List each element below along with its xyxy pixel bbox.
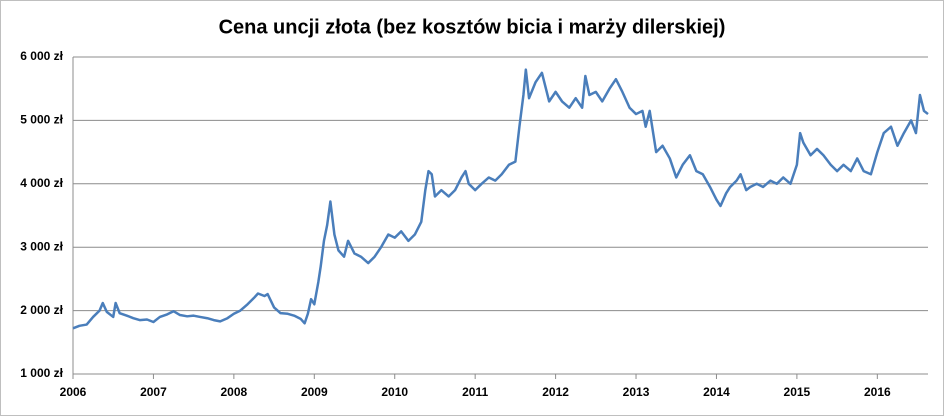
y-tick-label: 2 000 zł — [20, 303, 63, 317]
y-tick-label: 5 000 zł — [20, 113, 63, 127]
x-tick-label: 2008 — [221, 385, 248, 399]
x-tick-label: 2014 — [703, 385, 730, 399]
x-tick-label: 2012 — [542, 385, 569, 399]
y-tick-label: 3 000 zł — [20, 239, 63, 253]
x-tick-label: 2011 — [462, 385, 488, 399]
x-tick-label: 2013 — [623, 385, 650, 399]
price-line — [72, 68, 929, 330]
x-tick-label: 2006 — [60, 385, 87, 399]
y-tick-label: 1 000 zł — [20, 366, 63, 380]
x-tick-label: 2007 — [140, 385, 167, 399]
x-tick-label: 2015 — [784, 385, 811, 399]
chart-title: Cena uncji złota (bez kosztów bicia i ma… — [219, 16, 726, 38]
x-tick-label: 2009 — [301, 385, 328, 399]
y-tick-label: 4 000 zł — [20, 176, 63, 190]
y-tick-label: 6 000 zł — [20, 49, 63, 63]
x-tick-label: 2016 — [864, 385, 891, 399]
x-tick-label: 2010 — [381, 385, 408, 399]
